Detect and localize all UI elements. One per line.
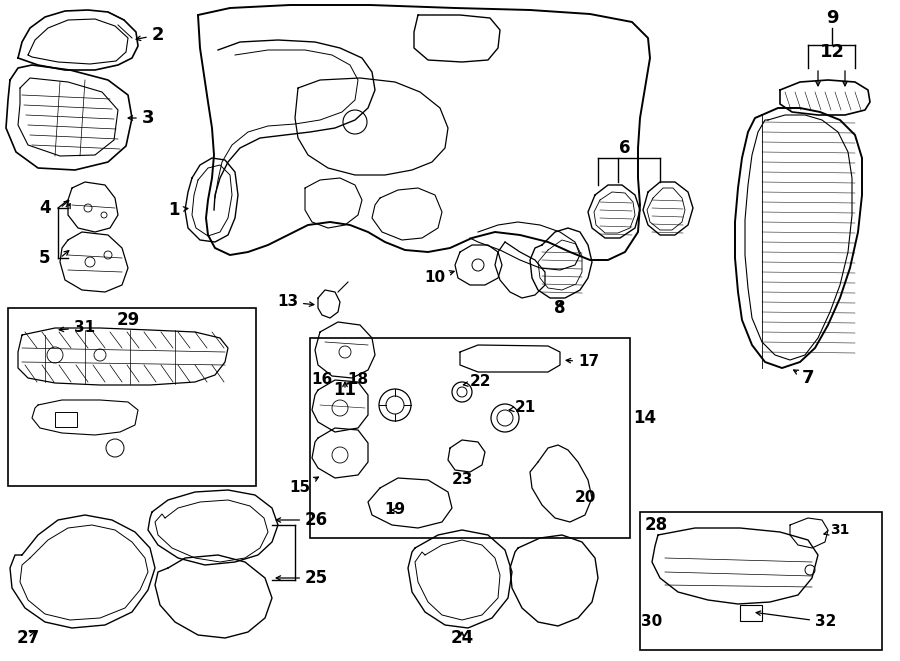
Bar [640, 512, 882, 650]
Bar [310, 338, 630, 538]
Text: 14: 14 [634, 409, 657, 427]
Text: 25: 25 [276, 569, 328, 587]
Text: 8: 8 [554, 299, 566, 317]
Text: 6: 6 [619, 139, 631, 157]
Text: 22: 22 [464, 375, 491, 389]
Text: 24: 24 [450, 629, 473, 647]
Text: 29: 29 [116, 311, 140, 329]
Text: 12: 12 [820, 43, 844, 61]
Text: 19: 19 [384, 502, 405, 518]
Text: 13: 13 [277, 295, 314, 309]
Bar [55, 412, 77, 427]
Text: 27: 27 [16, 629, 40, 647]
Bar [8, 308, 256, 486]
Text: 31: 31 [59, 321, 95, 336]
Text: 31: 31 [824, 523, 850, 537]
Text: 9: 9 [826, 9, 838, 27]
Text: 18: 18 [347, 373, 369, 387]
Text: 16: 16 [311, 373, 333, 387]
Text: 32: 32 [756, 611, 836, 629]
Text: 21: 21 [509, 401, 536, 416]
Text: 3: 3 [128, 109, 154, 127]
Text: 17: 17 [566, 354, 599, 369]
Text: 26: 26 [276, 511, 328, 529]
Text: 10: 10 [424, 270, 454, 286]
Text: 5: 5 [40, 249, 50, 267]
Text: 28: 28 [645, 516, 668, 534]
Text: 15: 15 [289, 477, 319, 496]
Text: 7: 7 [794, 369, 814, 387]
Text: 30: 30 [642, 615, 662, 629]
Bar [740, 605, 762, 621]
Text: 2: 2 [136, 26, 164, 44]
Text: 23: 23 [451, 473, 472, 488]
Text: 11: 11 [334, 381, 356, 399]
Text: 20: 20 [574, 490, 596, 506]
Text: 1: 1 [168, 201, 188, 219]
Text: 4: 4 [40, 199, 50, 217]
